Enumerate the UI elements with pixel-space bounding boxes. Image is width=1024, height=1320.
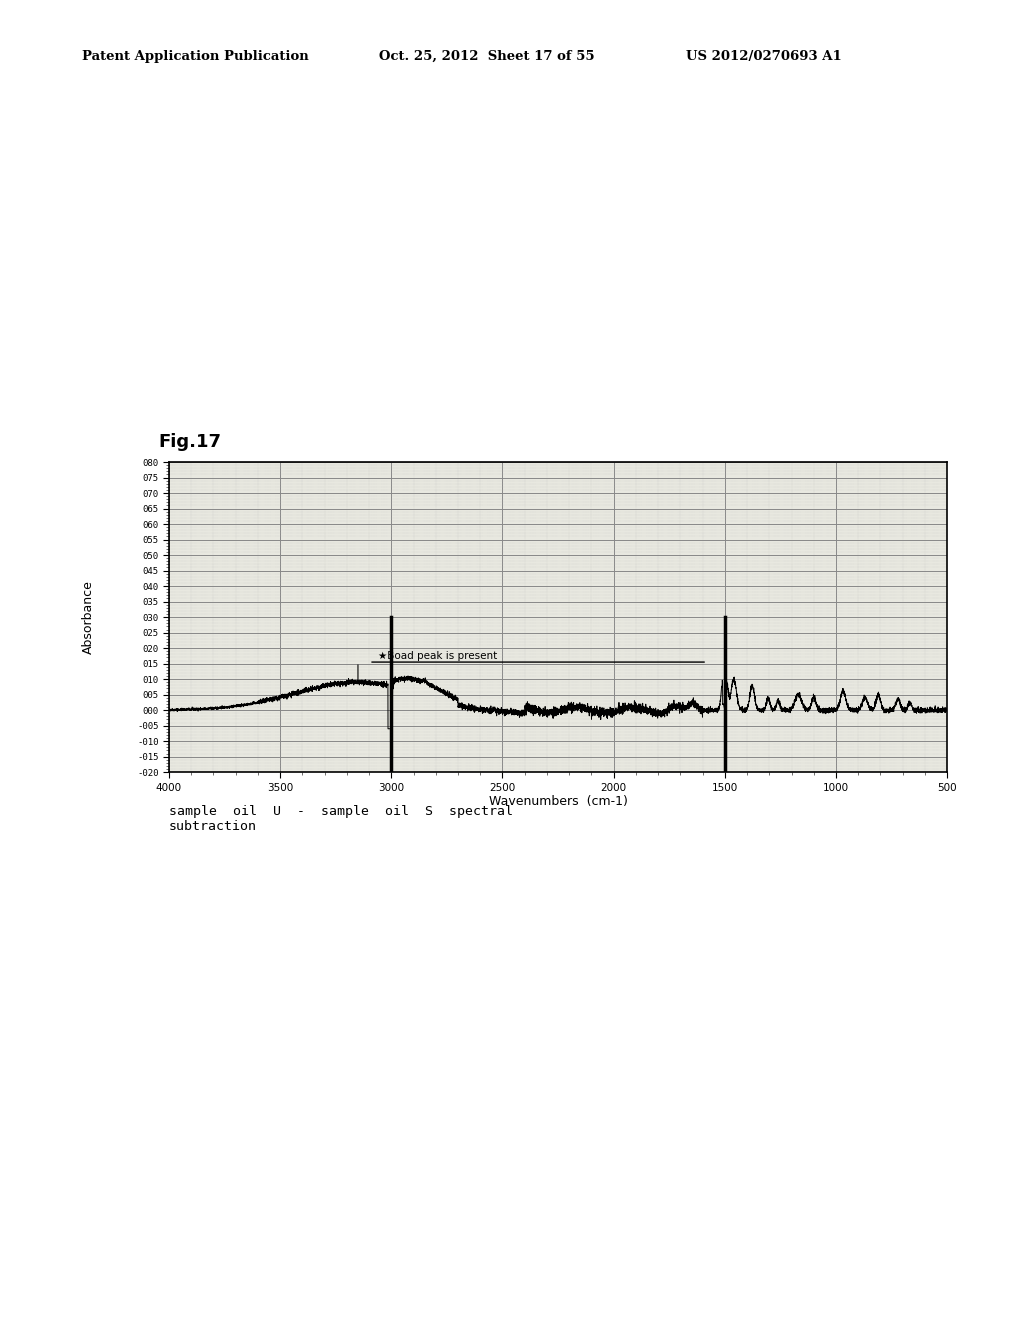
Text: Patent Application Publication: Patent Application Publication [82,50,308,63]
X-axis label: Wavenumbers  (cm-1): Wavenumbers (cm-1) [488,796,628,808]
Y-axis label: Absorbance: Absorbance [82,581,95,653]
Text: Oct. 25, 2012  Sheet 17 of 55: Oct. 25, 2012 Sheet 17 of 55 [379,50,595,63]
Text: US 2012/0270693 A1: US 2012/0270693 A1 [686,50,842,63]
Text: sample  oil  U  -  sample  oil  S  spectral
subtraction: sample oil U - sample oil S spectral sub… [169,805,513,833]
Text: ★Boad peak is present: ★Boad peak is present [378,652,498,661]
Text: Fig.17: Fig.17 [159,433,222,451]
